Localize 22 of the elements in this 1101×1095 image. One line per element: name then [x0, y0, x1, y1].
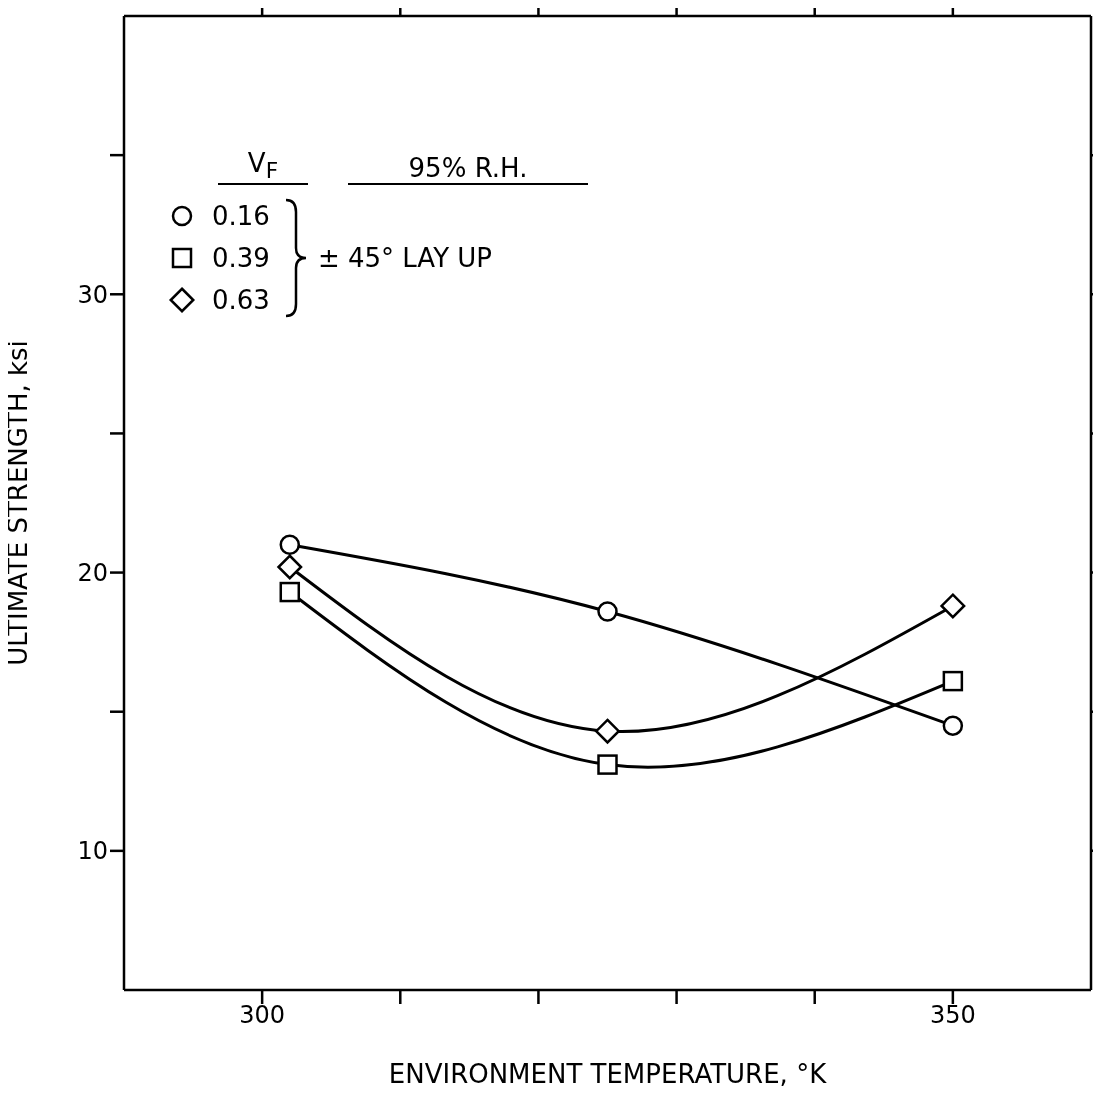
- x-tick-label: 300: [239, 1001, 286, 1030]
- point: [595, 718, 620, 744]
- legend-label: 0.39: [212, 243, 270, 274]
- y-tick-label: 20: [77, 559, 108, 588]
- point: [940, 593, 966, 619]
- x-axis-title: ENVIRONMENT TEMPERATURE, °K: [388, 1059, 828, 1089]
- point: [279, 581, 301, 603]
- x-tick-label: 350: [929, 1001, 976, 1030]
- y-tick-label: 10: [77, 837, 108, 866]
- point: [942, 670, 964, 692]
- legend-label: 0.16: [212, 201, 270, 232]
- point: [597, 754, 618, 775]
- point: [942, 715, 964, 736]
- point: [277, 554, 303, 580]
- point: [279, 534, 301, 555]
- legend-title: V$_{F}$: [246, 148, 280, 184]
- y-tick-label: 30: [77, 280, 108, 309]
- annotation: ± 45° LAY UP: [317, 243, 492, 274]
- y-axis-title: ULTIMATE STRENGTH, ksi: [3, 340, 34, 666]
- legend-label: 0.63: [212, 285, 270, 316]
- annotation: 95% R.H.: [407, 153, 529, 184]
- point: [597, 601, 618, 622]
